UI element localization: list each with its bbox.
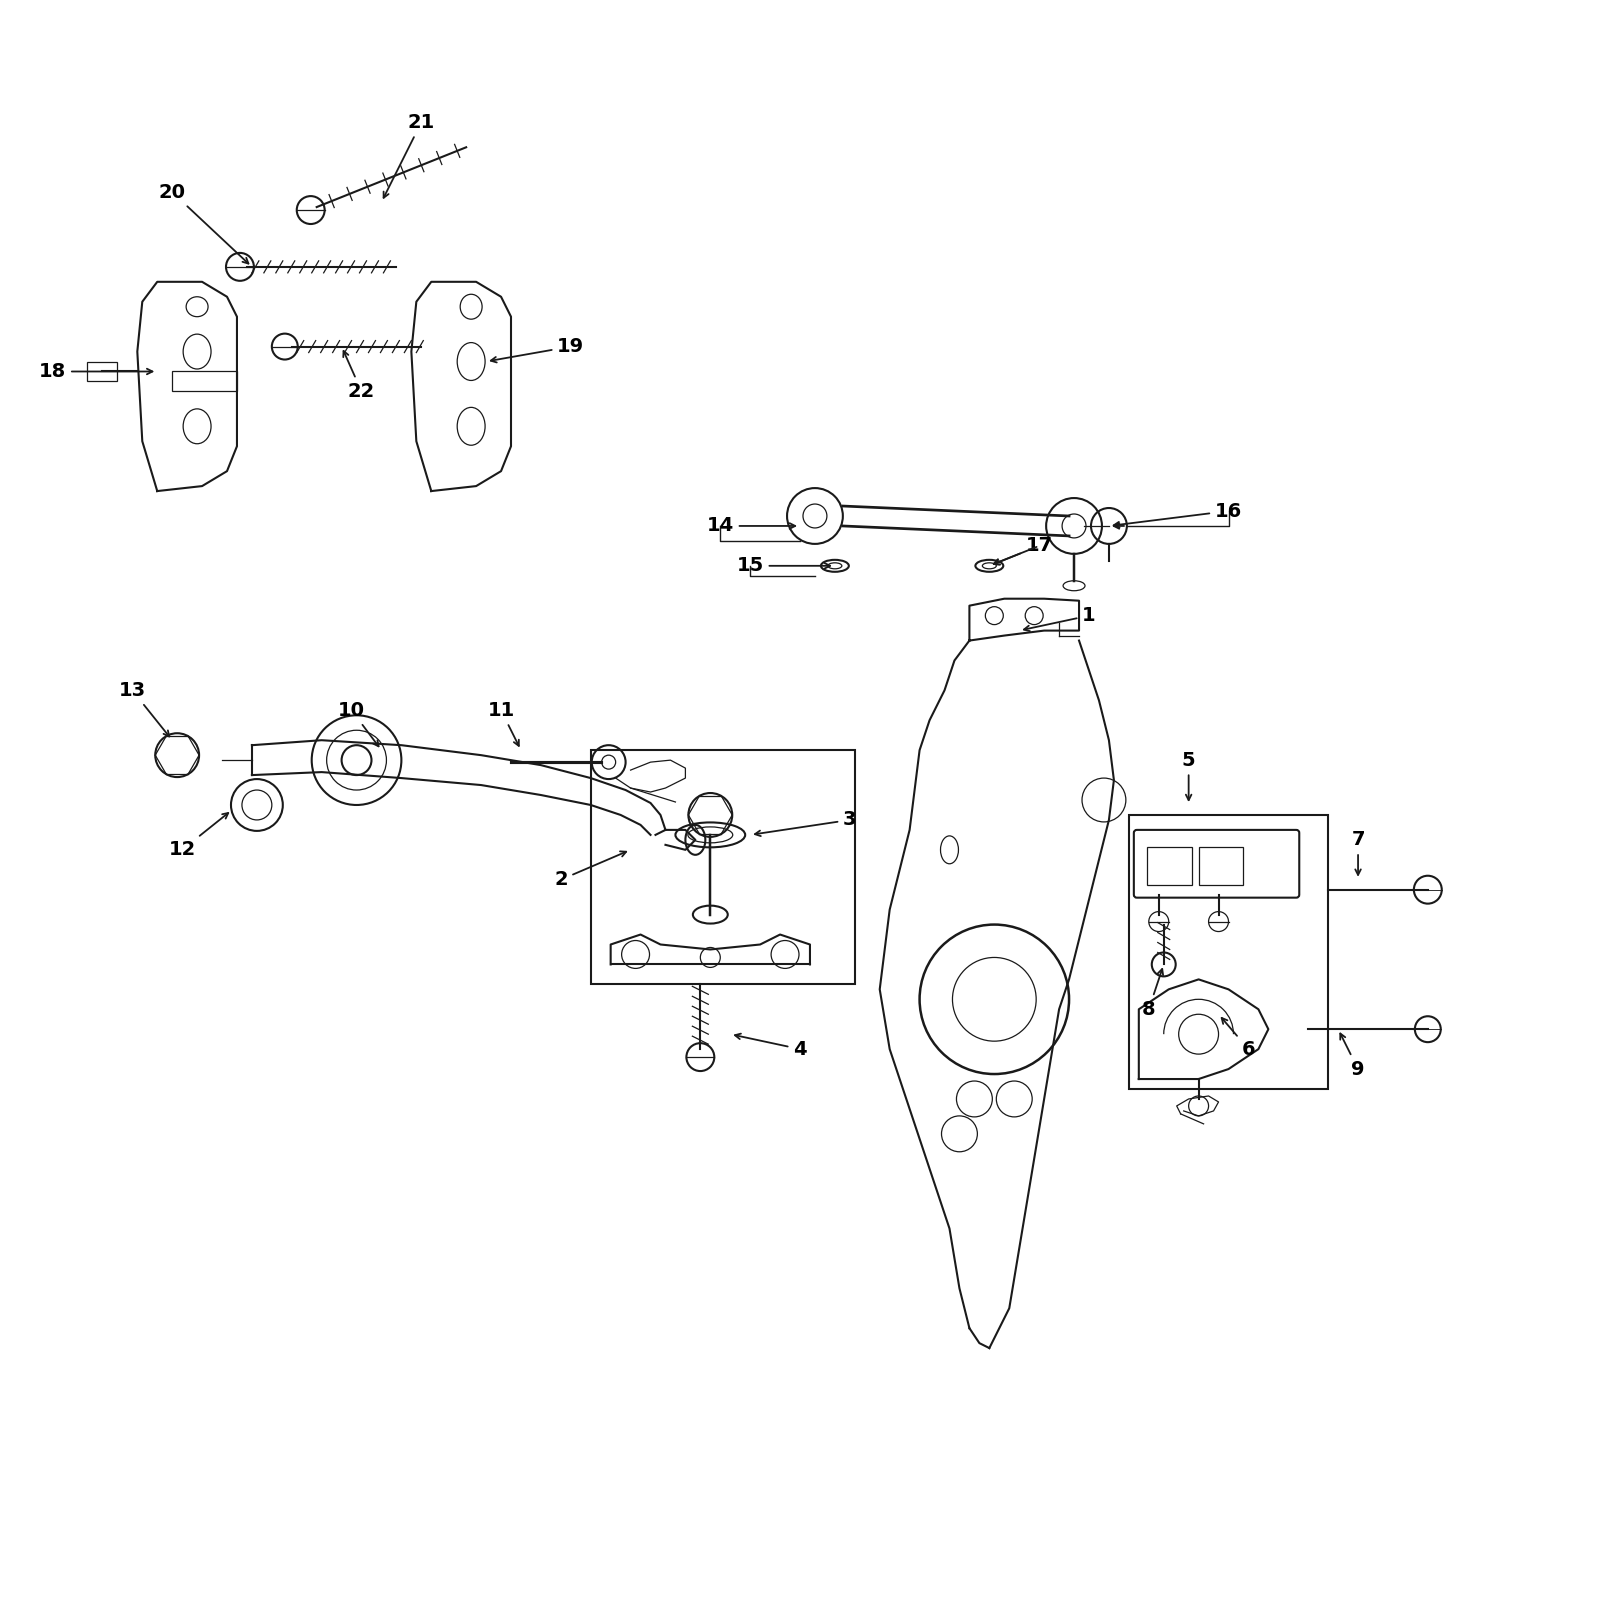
Bar bbox=[88, 362, 117, 381]
Text: 1: 1 bbox=[1024, 606, 1096, 630]
Text: 8: 8 bbox=[1142, 970, 1163, 1019]
Text: 10: 10 bbox=[338, 701, 379, 746]
Bar bbox=[590, 750, 854, 984]
Text: 9: 9 bbox=[1341, 1034, 1365, 1078]
Text: 6: 6 bbox=[1222, 1018, 1256, 1059]
Text: 14: 14 bbox=[707, 517, 795, 536]
Text: 13: 13 bbox=[118, 682, 170, 736]
Text: 22: 22 bbox=[344, 350, 374, 402]
Text: 19: 19 bbox=[491, 338, 584, 363]
Text: 5: 5 bbox=[1182, 750, 1195, 800]
Text: 16: 16 bbox=[1114, 501, 1242, 528]
Text: 12: 12 bbox=[168, 813, 229, 859]
Text: 21: 21 bbox=[384, 114, 435, 198]
Text: 15: 15 bbox=[736, 557, 830, 576]
Bar bbox=[1130, 814, 1328, 1090]
Bar bbox=[173, 371, 237, 392]
Text: 18: 18 bbox=[38, 362, 152, 381]
Text: 20: 20 bbox=[158, 182, 248, 264]
Bar bbox=[1198, 846, 1243, 885]
Text: 2: 2 bbox=[554, 851, 626, 890]
Text: 7: 7 bbox=[1352, 830, 1365, 875]
Text: 4: 4 bbox=[734, 1034, 806, 1059]
Bar bbox=[1147, 846, 1192, 885]
Text: 17: 17 bbox=[994, 536, 1053, 565]
Text: 11: 11 bbox=[488, 701, 518, 746]
Text: 3: 3 bbox=[755, 811, 856, 837]
